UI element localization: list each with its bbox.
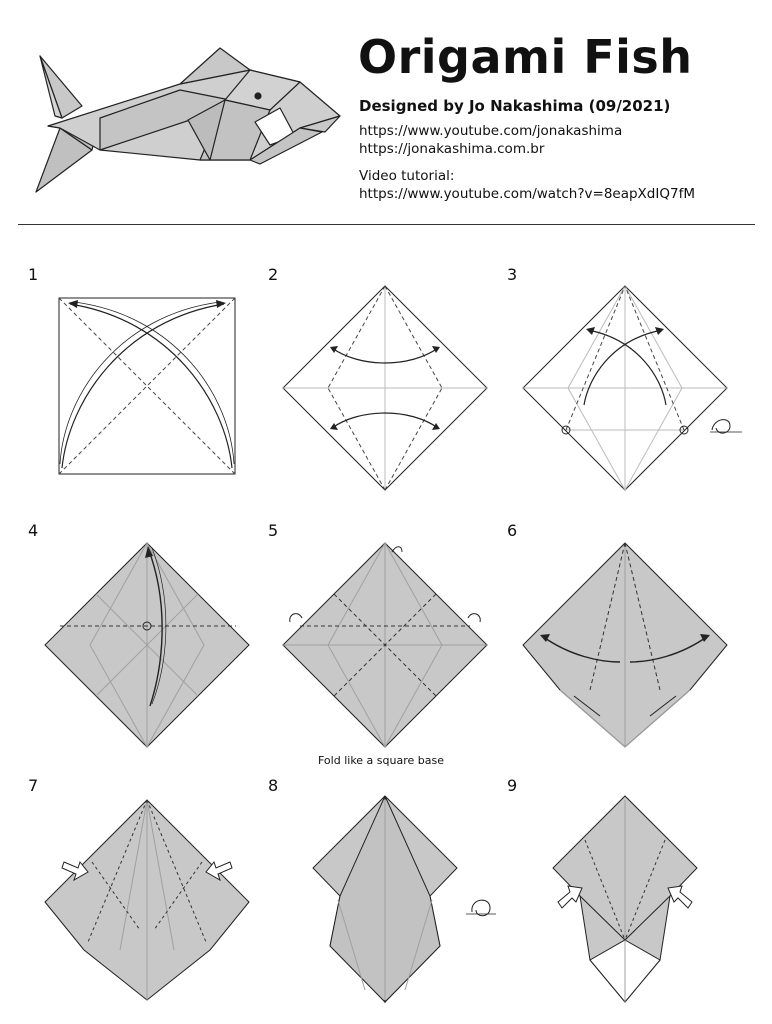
step-number-4: 4 xyxy=(28,521,39,540)
fish-illustration xyxy=(35,47,341,193)
step-number-8: 8 xyxy=(268,776,279,795)
header-divider xyxy=(18,224,755,225)
step-number-6: 6 xyxy=(507,521,518,540)
page-title: Origami Fish xyxy=(358,30,693,84)
designer-credit: Designed by Jo Nakashima (09/2021) xyxy=(359,97,671,115)
step-1-diagram xyxy=(58,297,236,475)
step-5-caption: Fold like a square base xyxy=(318,754,444,767)
tutorial-label: Video tutorial: xyxy=(359,168,455,184)
website-link[interactable]: https://jonakashima.com.br xyxy=(359,141,545,157)
step-9-diagram xyxy=(552,795,698,1003)
tutorial-video-link[interactable]: https://www.youtube.com/watch?v=8eapXdIQ… xyxy=(359,186,695,202)
step-5-diagram xyxy=(282,542,488,748)
step-number-9: 9 xyxy=(507,776,518,795)
step-7-diagram xyxy=(44,799,250,1001)
step-number-5: 5 xyxy=(268,521,279,540)
step-2-diagram xyxy=(282,285,488,491)
step-number-7: 7 xyxy=(28,776,39,795)
youtube-channel-link[interactable]: https://www.youtube.com/jonakashima xyxy=(359,123,623,139)
step-number-3: 3 xyxy=(507,265,518,284)
step-6-diagram xyxy=(522,542,728,748)
step-8-diagram xyxy=(312,795,496,1004)
step-4-diagram xyxy=(44,542,250,748)
step-number-2: 2 xyxy=(268,265,279,284)
step-number-1: 1 xyxy=(28,265,39,284)
step-3-diagram xyxy=(522,285,742,491)
